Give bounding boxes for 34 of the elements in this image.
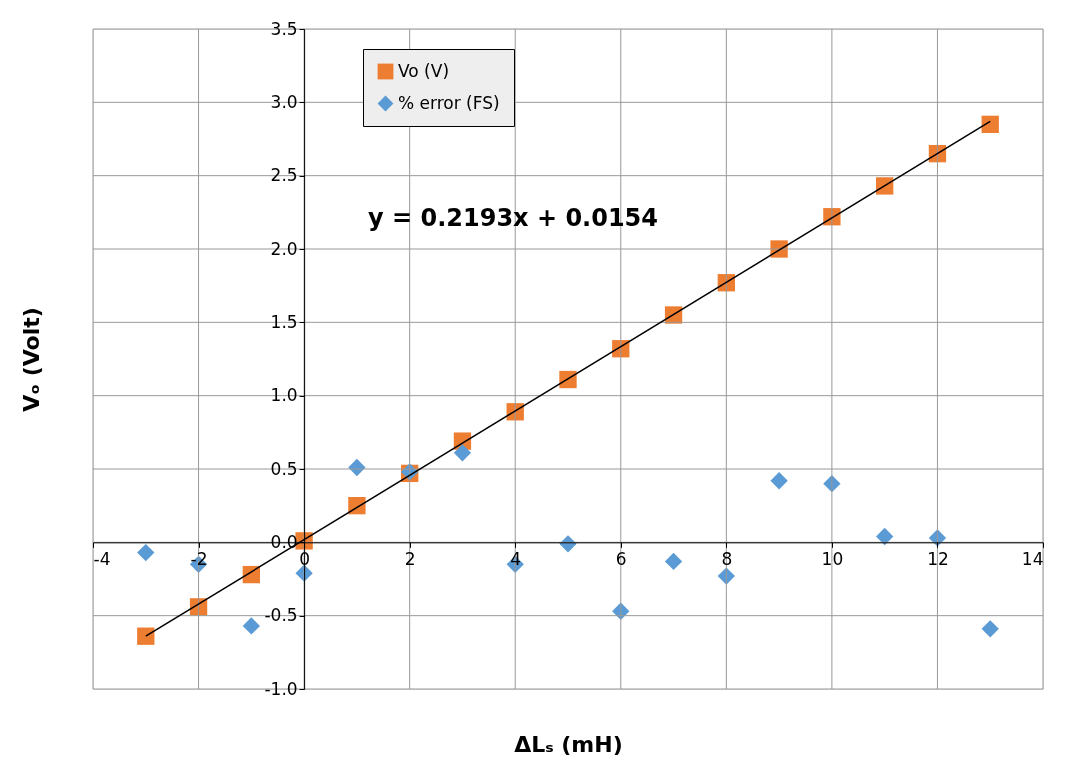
y-tick-label: 2.5 bbox=[270, 165, 298, 186]
x-tick-label: 10 bbox=[821, 548, 844, 569]
y-tick-label: 3.5 bbox=[270, 18, 298, 39]
y-tick-label: 3.0 bbox=[270, 91, 298, 112]
legend-label: % error (FS) bbox=[398, 92, 500, 113]
point bbox=[137, 627, 155, 645]
y-tick-label: 0.5 bbox=[270, 458, 298, 479]
y-tick-label: 1.0 bbox=[270, 385, 298, 406]
point bbox=[928, 529, 947, 547]
x-axis-title: ΔLₛ (mH) bbox=[514, 731, 623, 757]
legend-label: Vo (V) bbox=[398, 60, 450, 81]
x-tick-label: 2 bbox=[404, 548, 416, 569]
annotation: y = 0.2193x + 0.0154 bbox=[368, 204, 658, 232]
x-tick-label: 6 bbox=[615, 548, 627, 569]
point bbox=[717, 567, 735, 585]
y-tick-label: 1.5 bbox=[270, 311, 298, 332]
point bbox=[981, 620, 999, 638]
y-tick-label: 2.0 bbox=[270, 238, 298, 259]
x-tick-label: 14 bbox=[1021, 548, 1044, 569]
point bbox=[770, 472, 788, 490]
point bbox=[981, 115, 999, 133]
y-tick-label: -0.5 bbox=[264, 605, 298, 626]
point bbox=[876, 177, 894, 195]
x-tick-label: 8 bbox=[721, 548, 733, 569]
y-tick-label: -1.0 bbox=[264, 678, 298, 699]
point bbox=[242, 617, 260, 635]
point bbox=[453, 444, 472, 462]
point bbox=[137, 543, 155, 562]
point bbox=[664, 552, 683, 571]
y-axis-title: Vₒ (Volt) bbox=[18, 307, 44, 412]
point bbox=[876, 527, 894, 546]
x-tick-label: 12 bbox=[927, 548, 949, 569]
x-tick-label: -4 bbox=[93, 548, 111, 569]
x-tick-label: -2 bbox=[190, 548, 208, 569]
